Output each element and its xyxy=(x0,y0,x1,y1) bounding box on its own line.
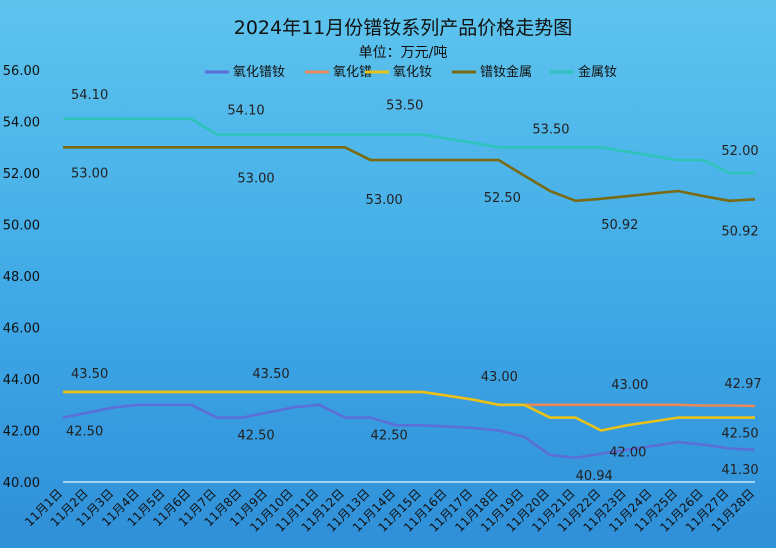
data-label: 43.50 xyxy=(252,367,289,382)
data-label: 43.00 xyxy=(611,378,648,393)
data-label: 52.50 xyxy=(484,191,521,206)
data-label: 43.00 xyxy=(481,370,518,385)
data-label: 42.00 xyxy=(609,446,646,461)
y-tick-label: 40.00 xyxy=(3,476,40,491)
y-tick-label: 56.00 xyxy=(3,64,40,79)
legend: 氧化镨钕 氧化镨 氧化钕 镨钕金属 金属钕 xyxy=(205,64,617,80)
data-label: 53.00 xyxy=(237,171,274,186)
data-label: 40.94 xyxy=(576,469,613,484)
data-label: 54.10 xyxy=(71,88,108,103)
data-label: 53.50 xyxy=(386,98,423,113)
data-label: 41.30 xyxy=(721,463,758,478)
y-tick-label: 46.00 xyxy=(3,322,40,337)
legend-label: 镨钕金属 xyxy=(480,64,532,80)
chart-subtitle: 单位：万元/吨 xyxy=(359,45,448,61)
y-tick-label: 42.00 xyxy=(3,425,40,440)
data-labels: 42.50 42.50 42.50 40.94 41.30 43.00 42.97 43.50… xyxy=(66,88,762,484)
data-label: 53.00 xyxy=(71,166,108,181)
chart-title: 2024年11月份镨钕系列产品价格走势图 xyxy=(234,17,573,39)
data-label: 50.92 xyxy=(601,218,638,233)
y-tick-label: 50.00 xyxy=(3,219,40,234)
legend-label: 金属钕 xyxy=(578,64,617,80)
series-line xyxy=(63,390,755,432)
data-label: 42.50 xyxy=(237,429,274,444)
data-label: 42.50 xyxy=(66,425,103,440)
data-label: 54.10 xyxy=(227,103,264,118)
legend-label: 氧化镨钕 xyxy=(233,64,285,80)
data-label: 50.92 xyxy=(721,224,758,239)
y-tick-label: 52.00 xyxy=(3,167,40,182)
data-label: 42.50 xyxy=(371,429,408,444)
data-label: 52.00 xyxy=(721,144,758,159)
series-line xyxy=(63,146,756,203)
series-line xyxy=(63,117,755,175)
data-label: 53.00 xyxy=(366,193,403,208)
data-label: 43.50 xyxy=(71,367,108,382)
y-axis: 40.00 42.00 44.00 46.00 48.00 50.00 52.00 54.00… xyxy=(3,64,40,491)
data-label: 42.97 xyxy=(724,377,761,392)
y-tick-label: 48.00 xyxy=(3,270,40,285)
y-tick-label: 54.00 xyxy=(3,116,40,131)
series-line xyxy=(62,403,756,460)
legend-label: 氧化镨 xyxy=(333,65,372,80)
y-tick-label: 44.00 xyxy=(3,373,40,388)
legend-label: 氧化钕 xyxy=(393,64,432,80)
data-label: 53.50 xyxy=(532,122,569,137)
series-lines xyxy=(62,117,756,460)
x-axis: 11月1日11月2日11月3日11月4日11月5日11月6日11月7日11月8日… xyxy=(22,486,757,534)
data-label: 42.50 xyxy=(721,427,758,442)
